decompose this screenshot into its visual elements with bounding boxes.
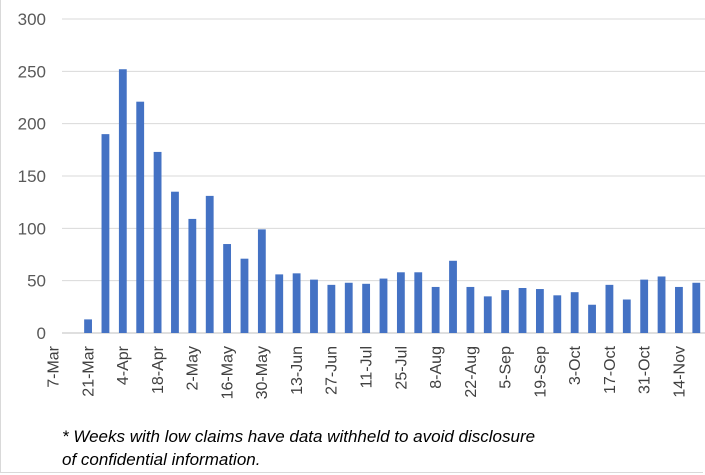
- bar: [310, 279, 318, 333]
- bar: [344, 282, 353, 333]
- bar: [223, 244, 232, 333]
- bar: [327, 284, 336, 333]
- bar: [570, 292, 579, 333]
- x-tick-label: 4-Apr: [115, 345, 132, 385]
- bar: [275, 274, 284, 333]
- bar: [240, 258, 249, 333]
- x-tick-label: 2-May: [185, 346, 202, 390]
- bar: [622, 299, 631, 333]
- x-tick-label: 31-Oct: [637, 345, 654, 394]
- y-tick-label: 300: [18, 10, 46, 29]
- y-tick-label: 0: [37, 324, 46, 343]
- bar: [605, 284, 614, 333]
- x-tick-label: 21-Mar: [80, 345, 97, 396]
- bar: [675, 286, 683, 333]
- bar: [362, 283, 371, 333]
- bar: [431, 286, 440, 333]
- bar: [588, 304, 596, 333]
- x-tick-label: 5-Sep: [498, 346, 515, 389]
- x-tick-label: 17-Oct: [602, 345, 619, 394]
- bar: [118, 69, 127, 334]
- footnote: * Weeks with low claims have data withhe…: [62, 425, 662, 471]
- bar: [640, 279, 649, 333]
- y-tick-label: 200: [18, 115, 46, 134]
- bar: [396, 272, 405, 333]
- x-tick-label: 19-Sep: [532, 346, 549, 398]
- y-tick-label: 150: [18, 167, 46, 186]
- bar: [379, 278, 388, 333]
- bar: [466, 286, 475, 333]
- x-tick-label: 22-Aug: [463, 346, 480, 398]
- bar: [153, 151, 162, 333]
- bar: [518, 287, 527, 333]
- x-tick-label: 30-May: [254, 346, 271, 399]
- bar: [101, 134, 110, 333]
- x-tick-label: 11-Jul: [359, 346, 376, 388]
- x-tick-label: 13-Jun: [289, 346, 306, 395]
- x-tick-label: 25-Jul: [393, 346, 410, 390]
- y-tick-label: 250: [18, 62, 46, 81]
- x-tick-label: 3-Oct: [567, 345, 584, 385]
- bar: [501, 290, 510, 333]
- bar: [205, 195, 214, 333]
- bar: [171, 191, 179, 333]
- bar: [692, 282, 701, 333]
- bar: [535, 289, 544, 333]
- bar: [414, 272, 423, 333]
- x-tick-label: 16-May: [219, 346, 236, 399]
- x-tick-label: 18-Apr: [150, 345, 167, 394]
- bar: [483, 296, 492, 333]
- bar: [84, 319, 92, 333]
- bar: [657, 276, 666, 333]
- y-tick-label: 100: [18, 219, 46, 238]
- bar: [188, 218, 197, 333]
- bar: [136, 101, 145, 333]
- footnote-line-2: of confidential information.: [62, 450, 261, 469]
- bar: [553, 295, 562, 333]
- bar: [257, 229, 266, 333]
- x-tick-label: 14-Nov: [671, 346, 688, 398]
- x-tick-label: 7-Mar: [46, 345, 63, 387]
- x-tick-label: 27-Jun: [324, 346, 341, 395]
- bar: [449, 260, 457, 333]
- bar-chart: 0 50 100 150 200 250 300 7-Mar 21-Mar 4-Apr 18-Apr…: [18, 10, 705, 399]
- x-tick-label: 8-Aug: [428, 346, 445, 389]
- bar: [292, 273, 301, 333]
- footnote-line-1: * Weeks with low claims have data withhe…: [62, 427, 536, 446]
- y-tick-label: 50: [27, 272, 46, 291]
